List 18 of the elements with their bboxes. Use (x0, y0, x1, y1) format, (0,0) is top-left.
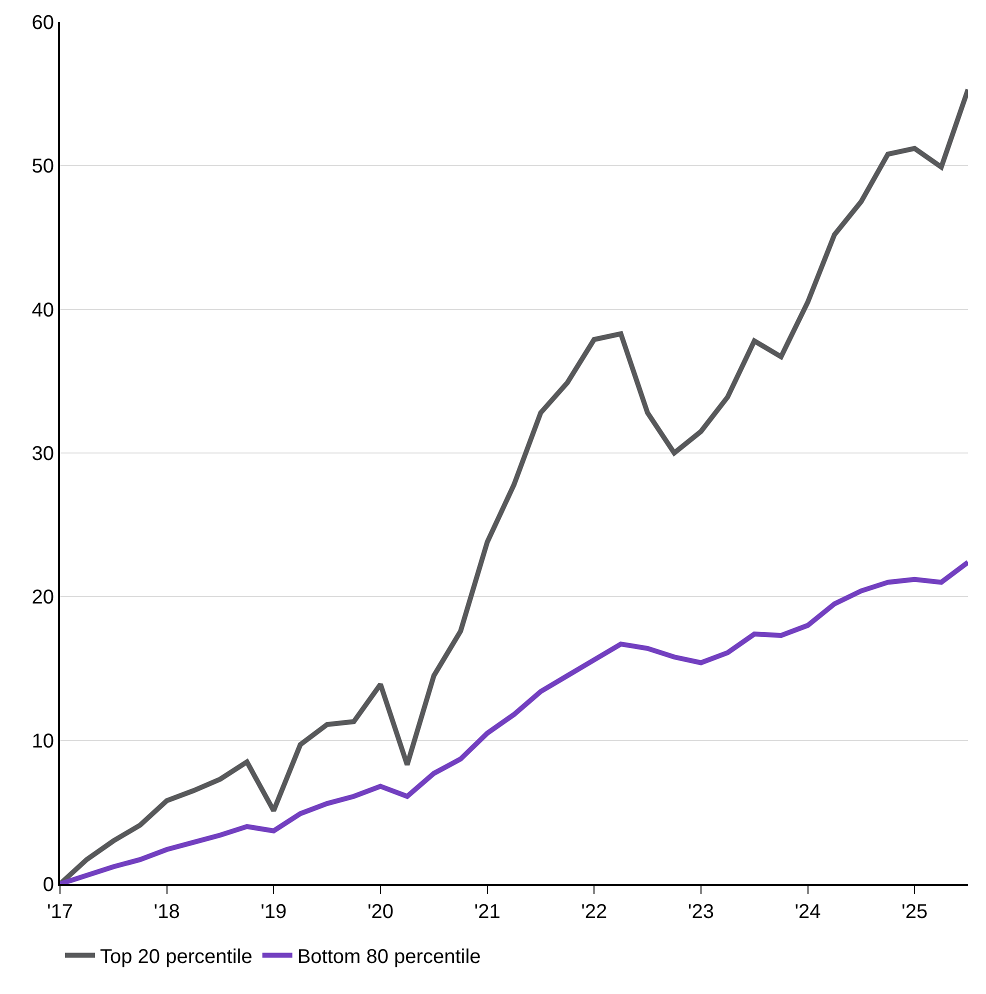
y-tick-label: 10 (32, 730, 54, 752)
x-tick-label: '19 (260, 901, 287, 923)
y-tick-label: 60 (32, 12, 54, 34)
x-tick-label: '18 (154, 901, 180, 923)
y-tick-label: 30 (32, 443, 54, 465)
y-tick-label: 20 (32, 586, 54, 609)
x-tick-label: '21 (474, 901, 500, 923)
x-tick-label: '24 (794, 901, 821, 923)
legend-label: Bottom 80 percentile (297, 946, 481, 968)
y-tick-label: 0 (42, 874, 54, 896)
legend-label: Top 20 percentile (100, 946, 252, 968)
y-tick-label: 40 (32, 299, 54, 322)
x-tick-label: '17 (46, 901, 74, 923)
y-tick-label: 50 (32, 156, 54, 178)
x-tick-label: '25 (902, 901, 928, 923)
x-tick-label: '20 (367, 901, 394, 923)
x-tick-label: '22 (581, 901, 608, 923)
x-tick-label: '23 (688, 901, 714, 923)
